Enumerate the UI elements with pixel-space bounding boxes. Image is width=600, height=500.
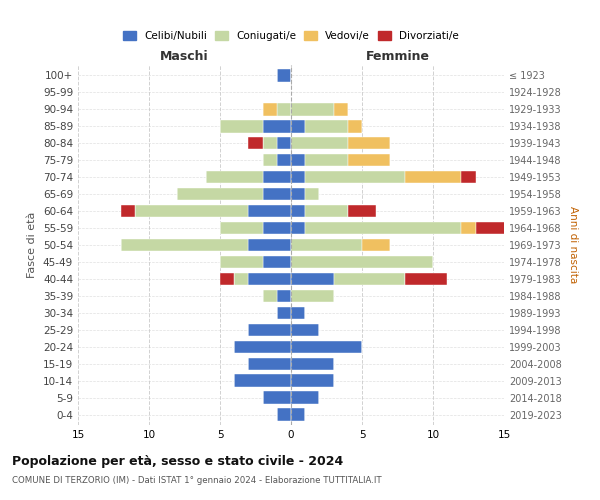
Bar (404, 272, 447, 285)
Bar (234, 272, 248, 285)
Bar (220, 256, 263, 268)
Bar (291, 170, 305, 183)
Bar (178, 188, 263, 200)
Bar (291, 290, 334, 302)
Bar (121, 204, 135, 218)
Bar (362, 238, 391, 252)
Bar (461, 170, 476, 183)
Text: COMUNE DI TERZORIO (IM) - Dati ISTAT 1° gennaio 2024 - Elaborazione TUTTITALIA.I: COMUNE DI TERZORIO (IM) - Dati ISTAT 1° … (12, 476, 382, 485)
Bar (334, 103, 348, 116)
Bar (305, 120, 348, 132)
Bar (248, 272, 291, 285)
Bar (263, 120, 291, 132)
Bar (206, 170, 263, 183)
Bar (263, 103, 277, 116)
Bar (348, 154, 391, 166)
Bar (220, 222, 263, 234)
Bar (220, 272, 234, 285)
Bar (291, 340, 362, 353)
Bar (291, 324, 319, 336)
Bar (121, 238, 248, 252)
Bar (404, 170, 461, 183)
Text: Femmine: Femmine (365, 50, 430, 64)
Bar (291, 188, 305, 200)
Bar (277, 103, 291, 116)
Bar (305, 154, 348, 166)
Bar (291, 238, 362, 252)
Bar (291, 154, 305, 166)
Bar (263, 154, 277, 166)
Bar (291, 256, 433, 268)
Bar (277, 154, 291, 166)
Bar (263, 392, 291, 404)
Bar (248, 238, 291, 252)
Bar (291, 204, 305, 218)
Bar (348, 136, 391, 149)
Bar (135, 204, 248, 218)
Bar (291, 358, 334, 370)
Bar (234, 374, 291, 387)
Bar (277, 69, 291, 82)
Bar (234, 340, 291, 353)
Bar (277, 136, 291, 149)
Bar (291, 272, 334, 285)
Bar (291, 392, 319, 404)
Bar (291, 306, 305, 320)
Bar (263, 188, 291, 200)
Bar (263, 290, 277, 302)
Bar (248, 358, 291, 370)
Bar (305, 170, 404, 183)
Bar (263, 170, 291, 183)
Bar (248, 136, 263, 149)
Bar (263, 256, 291, 268)
Bar (291, 374, 334, 387)
Bar (291, 136, 348, 149)
Bar (220, 120, 263, 132)
Legend: Celibi/Nubili, Coniugati/e, Vedovi/e, Divorziati/e: Celibi/Nubili, Coniugati/e, Vedovi/e, Di… (119, 27, 463, 46)
Bar (305, 204, 348, 218)
Bar (277, 306, 291, 320)
Bar (305, 188, 319, 200)
Bar (305, 222, 461, 234)
Bar (291, 120, 305, 132)
Bar (348, 204, 376, 218)
Y-axis label: Fasce di età: Fasce di età (28, 212, 37, 278)
Bar (248, 324, 291, 336)
Bar (263, 222, 291, 234)
Bar (461, 222, 476, 234)
Bar (291, 408, 305, 421)
Bar (291, 103, 334, 116)
Bar (476, 222, 518, 234)
Text: Maschi: Maschi (160, 50, 209, 64)
Bar (348, 120, 362, 132)
Bar (277, 290, 291, 302)
Bar (263, 136, 277, 149)
Text: Popolazione per età, sesso e stato civile - 2024: Popolazione per età, sesso e stato civil… (12, 455, 343, 468)
Bar (277, 408, 291, 421)
Bar (248, 204, 291, 218)
Bar (334, 272, 404, 285)
Y-axis label: Anni di nascita: Anni di nascita (568, 206, 578, 284)
Bar (291, 222, 305, 234)
